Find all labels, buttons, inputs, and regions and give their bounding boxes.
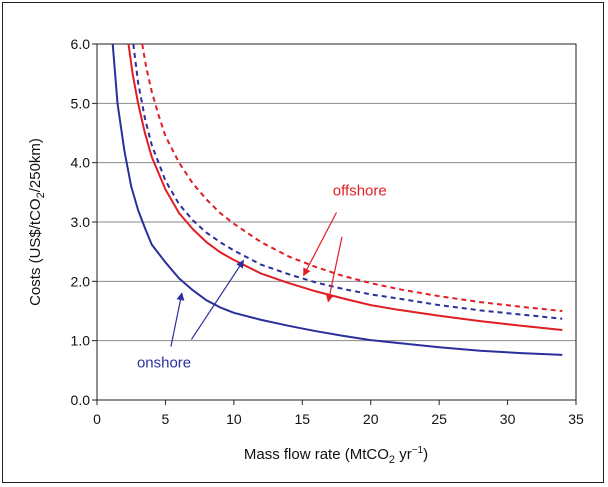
figure-frame	[2, 2, 604, 483]
y-tick-label: 0.0	[71, 392, 91, 408]
gridlines	[97, 102, 576, 342]
x-tick-label: 20	[363, 411, 379, 427]
annotations-layer: offshore onshore	[137, 182, 387, 371]
series-offshore-dashed	[141, 44, 563, 312]
annotation-arrow-offshore	[325, 236, 343, 303]
series-onshore-solid	[111, 44, 563, 356]
x-tick-label: 15	[294, 411, 310, 427]
y-tick-label: 3.0	[71, 214, 91, 230]
x-tick-label: 5	[162, 411, 170, 427]
axes-layer: 0.0 1.0 2.0 3.0 4.0 5.0 6.0 0 5 10 15 20 25 30 35	[71, 36, 584, 427]
x-axis-label: Mass flow rate (MtCO2 yr−1)	[244, 445, 428, 466]
x-tick-label: 0	[93, 411, 101, 427]
y-tick-label: 1.0	[71, 333, 91, 349]
y-tick-label: 5.0	[71, 95, 91, 111]
y-tick-label: 2.0	[71, 273, 91, 289]
annotation-arrow-onshore	[190, 259, 244, 340]
annotation-offshore: offshore	[333, 182, 387, 199]
annotation-onshore: onshore	[137, 354, 191, 371]
x-tick-label: 30	[500, 411, 516, 427]
y-axis-label: Costs (US$/tCO2/250km)	[27, 138, 47, 306]
x-tick-label: 10	[226, 411, 242, 427]
x-tick-label: 25	[431, 411, 447, 427]
series-onshore-dashed	[132, 44, 563, 320]
series-layer	[111, 44, 563, 356]
x-tick-label: 35	[568, 411, 584, 427]
y-tick-label: 4.0	[71, 155, 91, 171]
y-tick-label: 6.0	[71, 36, 91, 52]
annotation-arrow-offshore	[303, 212, 338, 277]
annotation-arrow-onshore	[170, 292, 185, 347]
series-offshore-solid	[127, 44, 563, 331]
